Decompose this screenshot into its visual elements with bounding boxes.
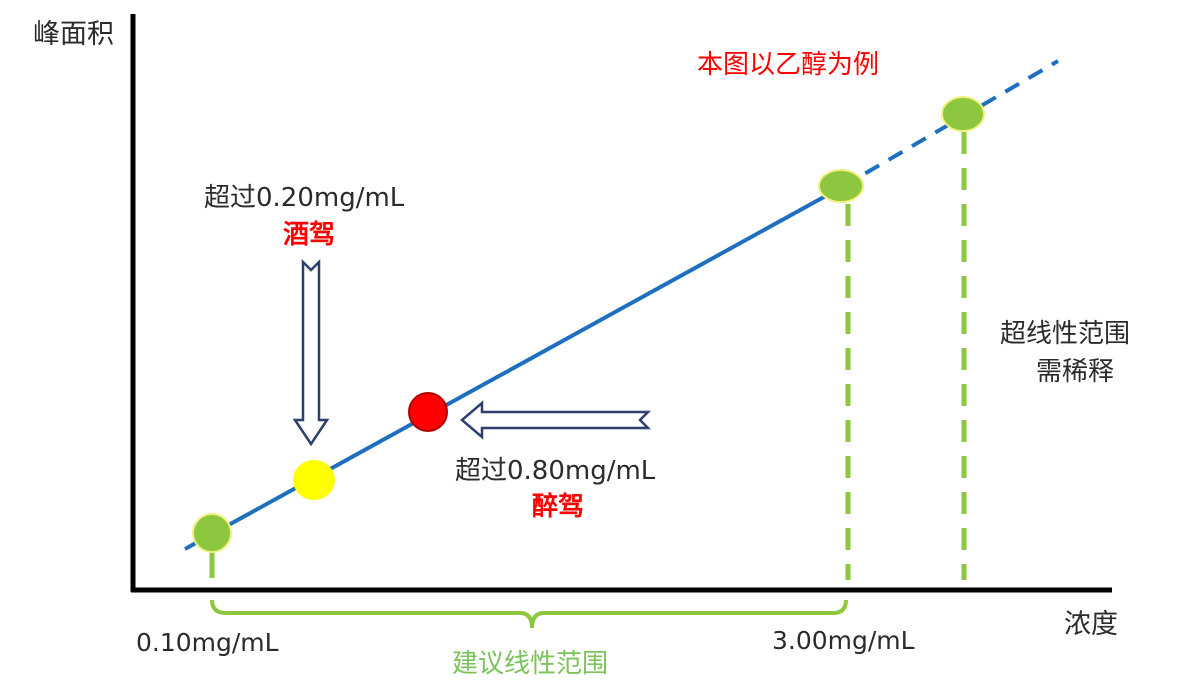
point-drink-driving bbox=[293, 460, 335, 500]
example-note: 本图以乙醇为例 bbox=[697, 50, 880, 80]
y-axis-label: 峰面积 bbox=[33, 19, 114, 50]
down-arrow-icon bbox=[292, 258, 330, 447]
point-drunk-driving bbox=[408, 392, 448, 432]
point-high-limit bbox=[818, 169, 864, 203]
drunk-driving-threshold: 超过0.80mg/mL bbox=[455, 456, 656, 486]
point-low-limit bbox=[192, 513, 232, 553]
point-beyond bbox=[941, 96, 985, 132]
range-label: 建议线性范围 bbox=[452, 649, 609, 679]
range-high-label: 3.00mg/mL bbox=[772, 626, 915, 655]
drunk-driving-label: 醉驾 bbox=[532, 492, 585, 522]
drink-driving-label: 酒驾 bbox=[283, 220, 336, 250]
range-bracket bbox=[210, 599, 848, 629]
left-arrow-icon bbox=[460, 400, 652, 440]
beyond-range-line2: 需稀释 bbox=[1036, 357, 1115, 387]
range-low-label: 0.10mg/mL bbox=[136, 628, 279, 657]
drink-driving-threshold: 超过0.20mg/mL bbox=[204, 183, 405, 213]
x-axis-label: 浓度 bbox=[1064, 609, 1118, 640]
calibration-line bbox=[184, 185, 843, 551]
beyond-range-line1: 超线性范围 bbox=[1000, 319, 1131, 349]
calibration-line-extrapolated bbox=[840, 59, 1060, 189]
